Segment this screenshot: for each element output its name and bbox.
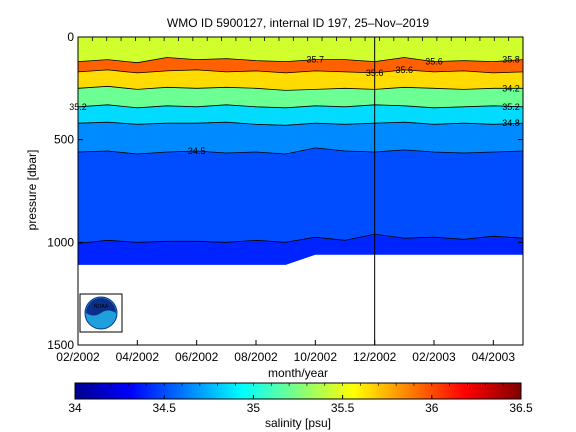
chart-title: WMO ID 5900127, internal ID 197, 25–Nov–… (167, 16, 429, 30)
contour-label: 35.6 (425, 57, 443, 67)
x-tick-label: 04/2002 (116, 350, 160, 364)
plot-frame (77, 36, 524, 346)
y-tick-label: 1000 (47, 235, 74, 249)
salinity-band (78, 57, 523, 73)
colorbar-tick-label: 35 (247, 401, 261, 415)
x-tick-label: 10/2002 (294, 350, 338, 364)
contour-line (78, 121, 523, 126)
salinity-band (78, 234, 523, 265)
contour-line (78, 69, 523, 74)
contour-line (78, 233, 523, 244)
y-tick-label: 500 (54, 133, 74, 147)
colorbar-tick-label: 35.5 (331, 401, 355, 415)
x-tick-label: 02/2002 (56, 350, 100, 364)
x-tick-label: 12/2002 (353, 350, 397, 364)
contour-line (78, 85, 523, 91)
colorbar-tick-label: 36.5 (509, 401, 533, 415)
salinity-field (78, 37, 523, 265)
x-axis-label: month/year (268, 366, 328, 380)
noaa-logo: NOAA (79, 293, 123, 333)
y-tick-label: 1500 (47, 338, 74, 352)
colorbar-gradient (74, 382, 522, 400)
x-tick-label: 06/2002 (175, 350, 219, 364)
salinity-band (78, 37, 523, 63)
x-tick-label: 08/2002 (234, 350, 278, 364)
contour-label: 35.6 (396, 65, 414, 75)
contour-lines (78, 57, 523, 244)
contour-label: 34.2 (502, 83, 520, 93)
colorbar-tick-label: 36 (425, 401, 439, 415)
colorbar-label: salinity [psu] (265, 416, 331, 430)
salinity-band (78, 122, 523, 154)
contour-label: 34.8 (502, 118, 520, 128)
salinity-band (78, 147, 523, 244)
contour-label: 35.8 (502, 55, 520, 65)
contour-label: 35.7 (307, 55, 325, 65)
colorbar: 34 34.5 35 35.5 36 36.5 (68, 382, 533, 415)
contour-label: 34.5 (188, 146, 206, 156)
contour-line (78, 57, 523, 64)
y-axis: 0 500 1000 1500 (47, 30, 523, 352)
noaa-logo-text: NOAA (94, 304, 109, 310)
colorbar-tick-label: 34.5 (153, 401, 177, 415)
x-tick-label: 04/2003 (472, 350, 516, 364)
salinity-band (78, 86, 523, 108)
colorbar-tick-label: 34 (68, 401, 82, 415)
y-tick-label: 0 (67, 30, 74, 44)
salinity-band (78, 69, 523, 91)
contour-line (78, 147, 523, 155)
contour-label: 35.2 (502, 102, 520, 112)
x-tick-label: 02/2003 (412, 350, 456, 364)
x-axis: 02/2002 04/2002 06/2002 08/2002 10/2002 12/20… (56, 37, 524, 364)
contour-line (78, 104, 523, 109)
salinity-band (78, 104, 523, 126)
y-axis-label: pressure [dbar] (25, 150, 39, 231)
